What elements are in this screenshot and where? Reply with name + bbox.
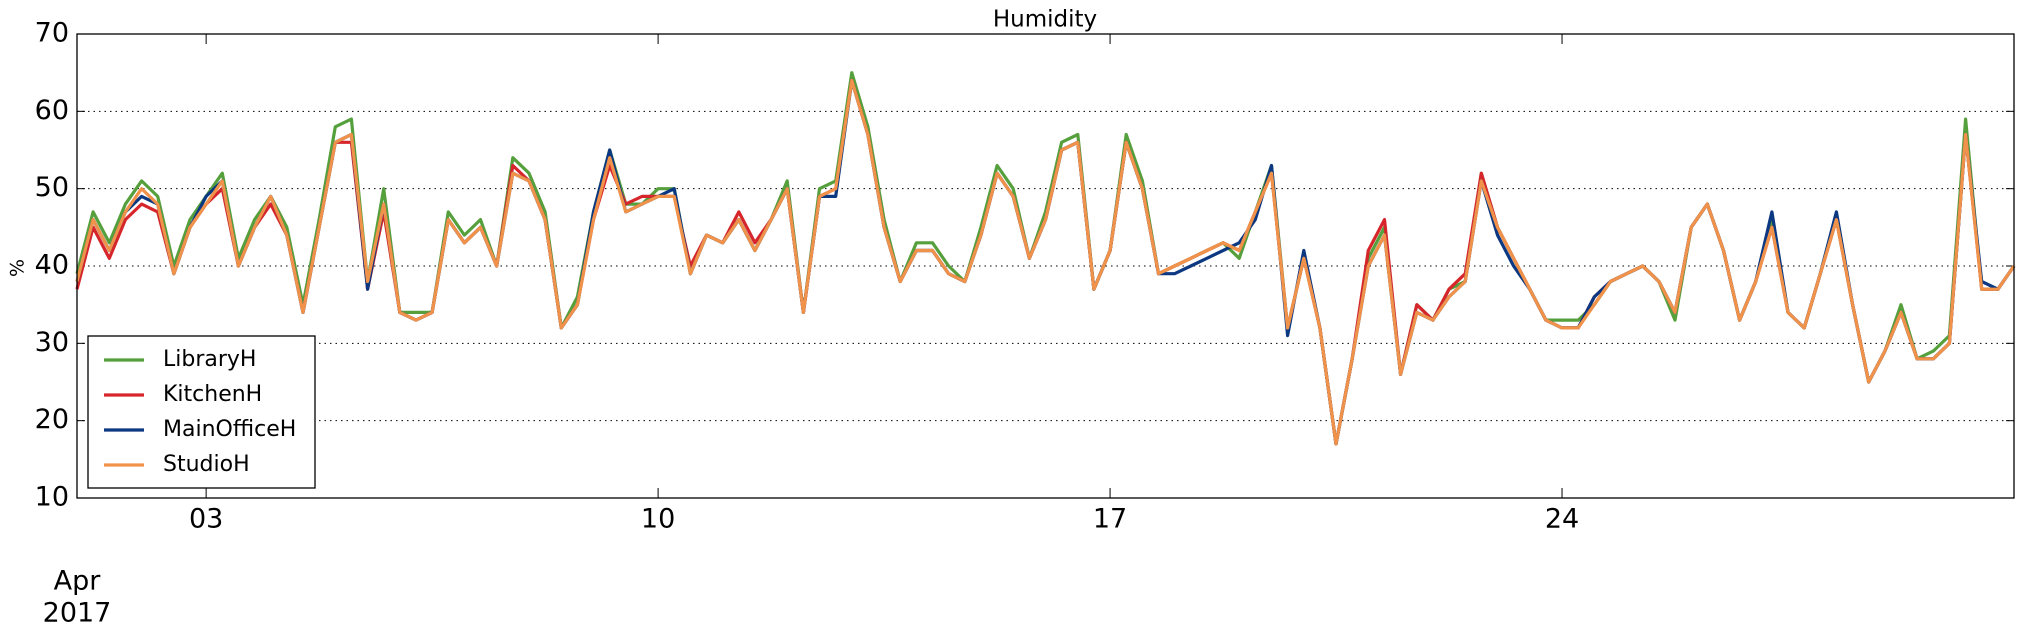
legend-label: MainOfficeH <box>163 417 296 442</box>
date-label: Apr <box>54 566 102 597</box>
series-line <box>75 71 2016 446</box>
series-line <box>75 78 2016 446</box>
date-label: 2017 <box>43 598 112 629</box>
chart-title: Humidity <box>993 7 1097 33</box>
x-tick-label: 17 <box>1093 504 1127 535</box>
y-tick-label: 70 <box>35 18 69 49</box>
legend-label: StudioH <box>163 452 250 477</box>
x-tick-label: 10 <box>641 504 675 535</box>
x-tick-label: 03 <box>189 504 223 535</box>
legend: LibraryH KitchenH MainOfficeH StudioH <box>87 335 316 489</box>
series-line <box>75 78 2016 446</box>
x-tick-label: 24 <box>1545 504 1579 535</box>
y-tick-label: 10 <box>35 482 69 513</box>
legend-label: LibraryH <box>163 347 256 372</box>
plot-frame <box>76 33 2015 499</box>
y-tick-label: 20 <box>35 404 69 435</box>
legend-label: KitchenH <box>163 382 262 407</box>
y-axis-label: % <box>7 259 29 277</box>
y-tick-label: 30 <box>35 327 69 358</box>
y-tick-label: 40 <box>35 250 69 281</box>
series-line <box>75 78 2016 446</box>
y-tick-label: 50 <box>35 172 69 203</box>
y-tick-label: 60 <box>35 95 69 126</box>
